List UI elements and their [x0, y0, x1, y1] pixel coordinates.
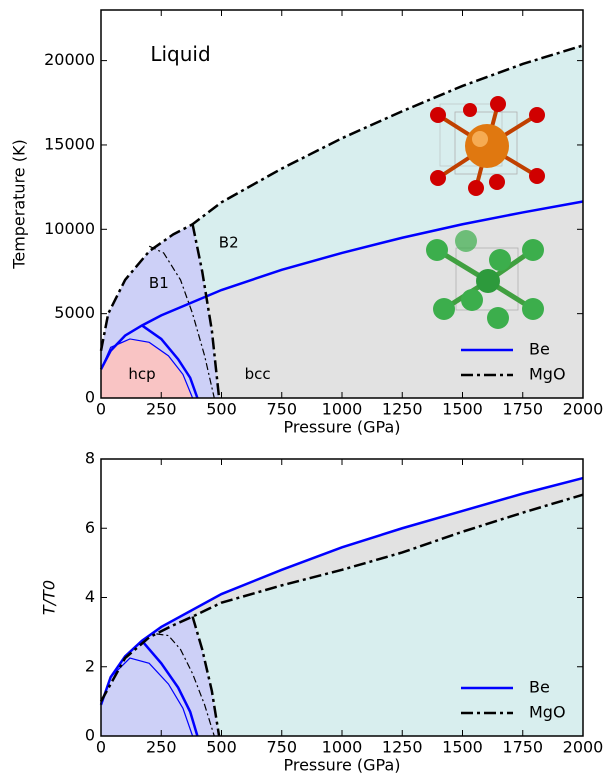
- y-tick-label: 2: [85, 656, 95, 675]
- annotation: Liquid: [150, 42, 210, 66]
- x-tick-label: 750: [266, 400, 297, 419]
- x-tick-label: 1250: [382, 400, 423, 419]
- x-tick-label: 1500: [442, 738, 483, 757]
- annotation: B2: [219, 233, 239, 251]
- x-tick-label: 500: [206, 738, 237, 757]
- x-tick-label: 500: [206, 400, 237, 419]
- x-tick-label: 1000: [322, 738, 363, 757]
- y-tick-label: 4: [85, 587, 95, 606]
- x-tick-label: 250: [146, 738, 177, 757]
- legend-label: Be: [529, 678, 550, 697]
- annotation: bcc: [245, 365, 271, 383]
- x-tick-label: 1750: [502, 738, 543, 757]
- x-tick-label: 750: [266, 738, 297, 757]
- figure: 0250500750100012501500175020000500010000…: [0, 0, 610, 781]
- y-tick-label: 8: [85, 449, 95, 468]
- x-axis-label: Pressure (GPa): [283, 418, 400, 437]
- y-tick-label: 0: [85, 726, 95, 745]
- y-tick-label: 0: [85, 388, 95, 407]
- y-tick-label: 20000: [44, 50, 95, 69]
- x-tick-label: 1750: [502, 400, 543, 419]
- legend-label: MgO: [529, 703, 566, 722]
- x-tick-label: 1250: [382, 738, 423, 757]
- y-axis-label: T/T0: [40, 580, 59, 615]
- x-tick-label: 250: [146, 400, 177, 419]
- y-tick-label: 10000: [44, 219, 95, 238]
- y-tick-label: 5000: [54, 303, 95, 322]
- y-tick-label: 6: [85, 518, 95, 537]
- x-axis-label: Pressure (GPa): [283, 756, 400, 775]
- y-axis-label: Temperature (K): [10, 139, 29, 269]
- panel: 0 250 500 750 1000 1250 1500 1750 2000 0 2 4 6 8 Press…: [40, 449, 604, 775]
- x-tick-label: 0: [96, 400, 106, 419]
- annotation: B1: [149, 274, 169, 292]
- legend-label: Be: [529, 340, 550, 359]
- x-tick-label: 2000: [563, 738, 604, 757]
- y-tick-label: 15000: [44, 134, 95, 153]
- x-tick-label: 2000: [563, 400, 604, 419]
- x-tick-label: 1500: [442, 400, 483, 419]
- legend-label: MgO: [529, 365, 566, 384]
- x-tick-label: 1000: [322, 400, 363, 419]
- annotation: hcp: [128, 365, 155, 383]
- x-tick-label: 0: [96, 738, 106, 757]
